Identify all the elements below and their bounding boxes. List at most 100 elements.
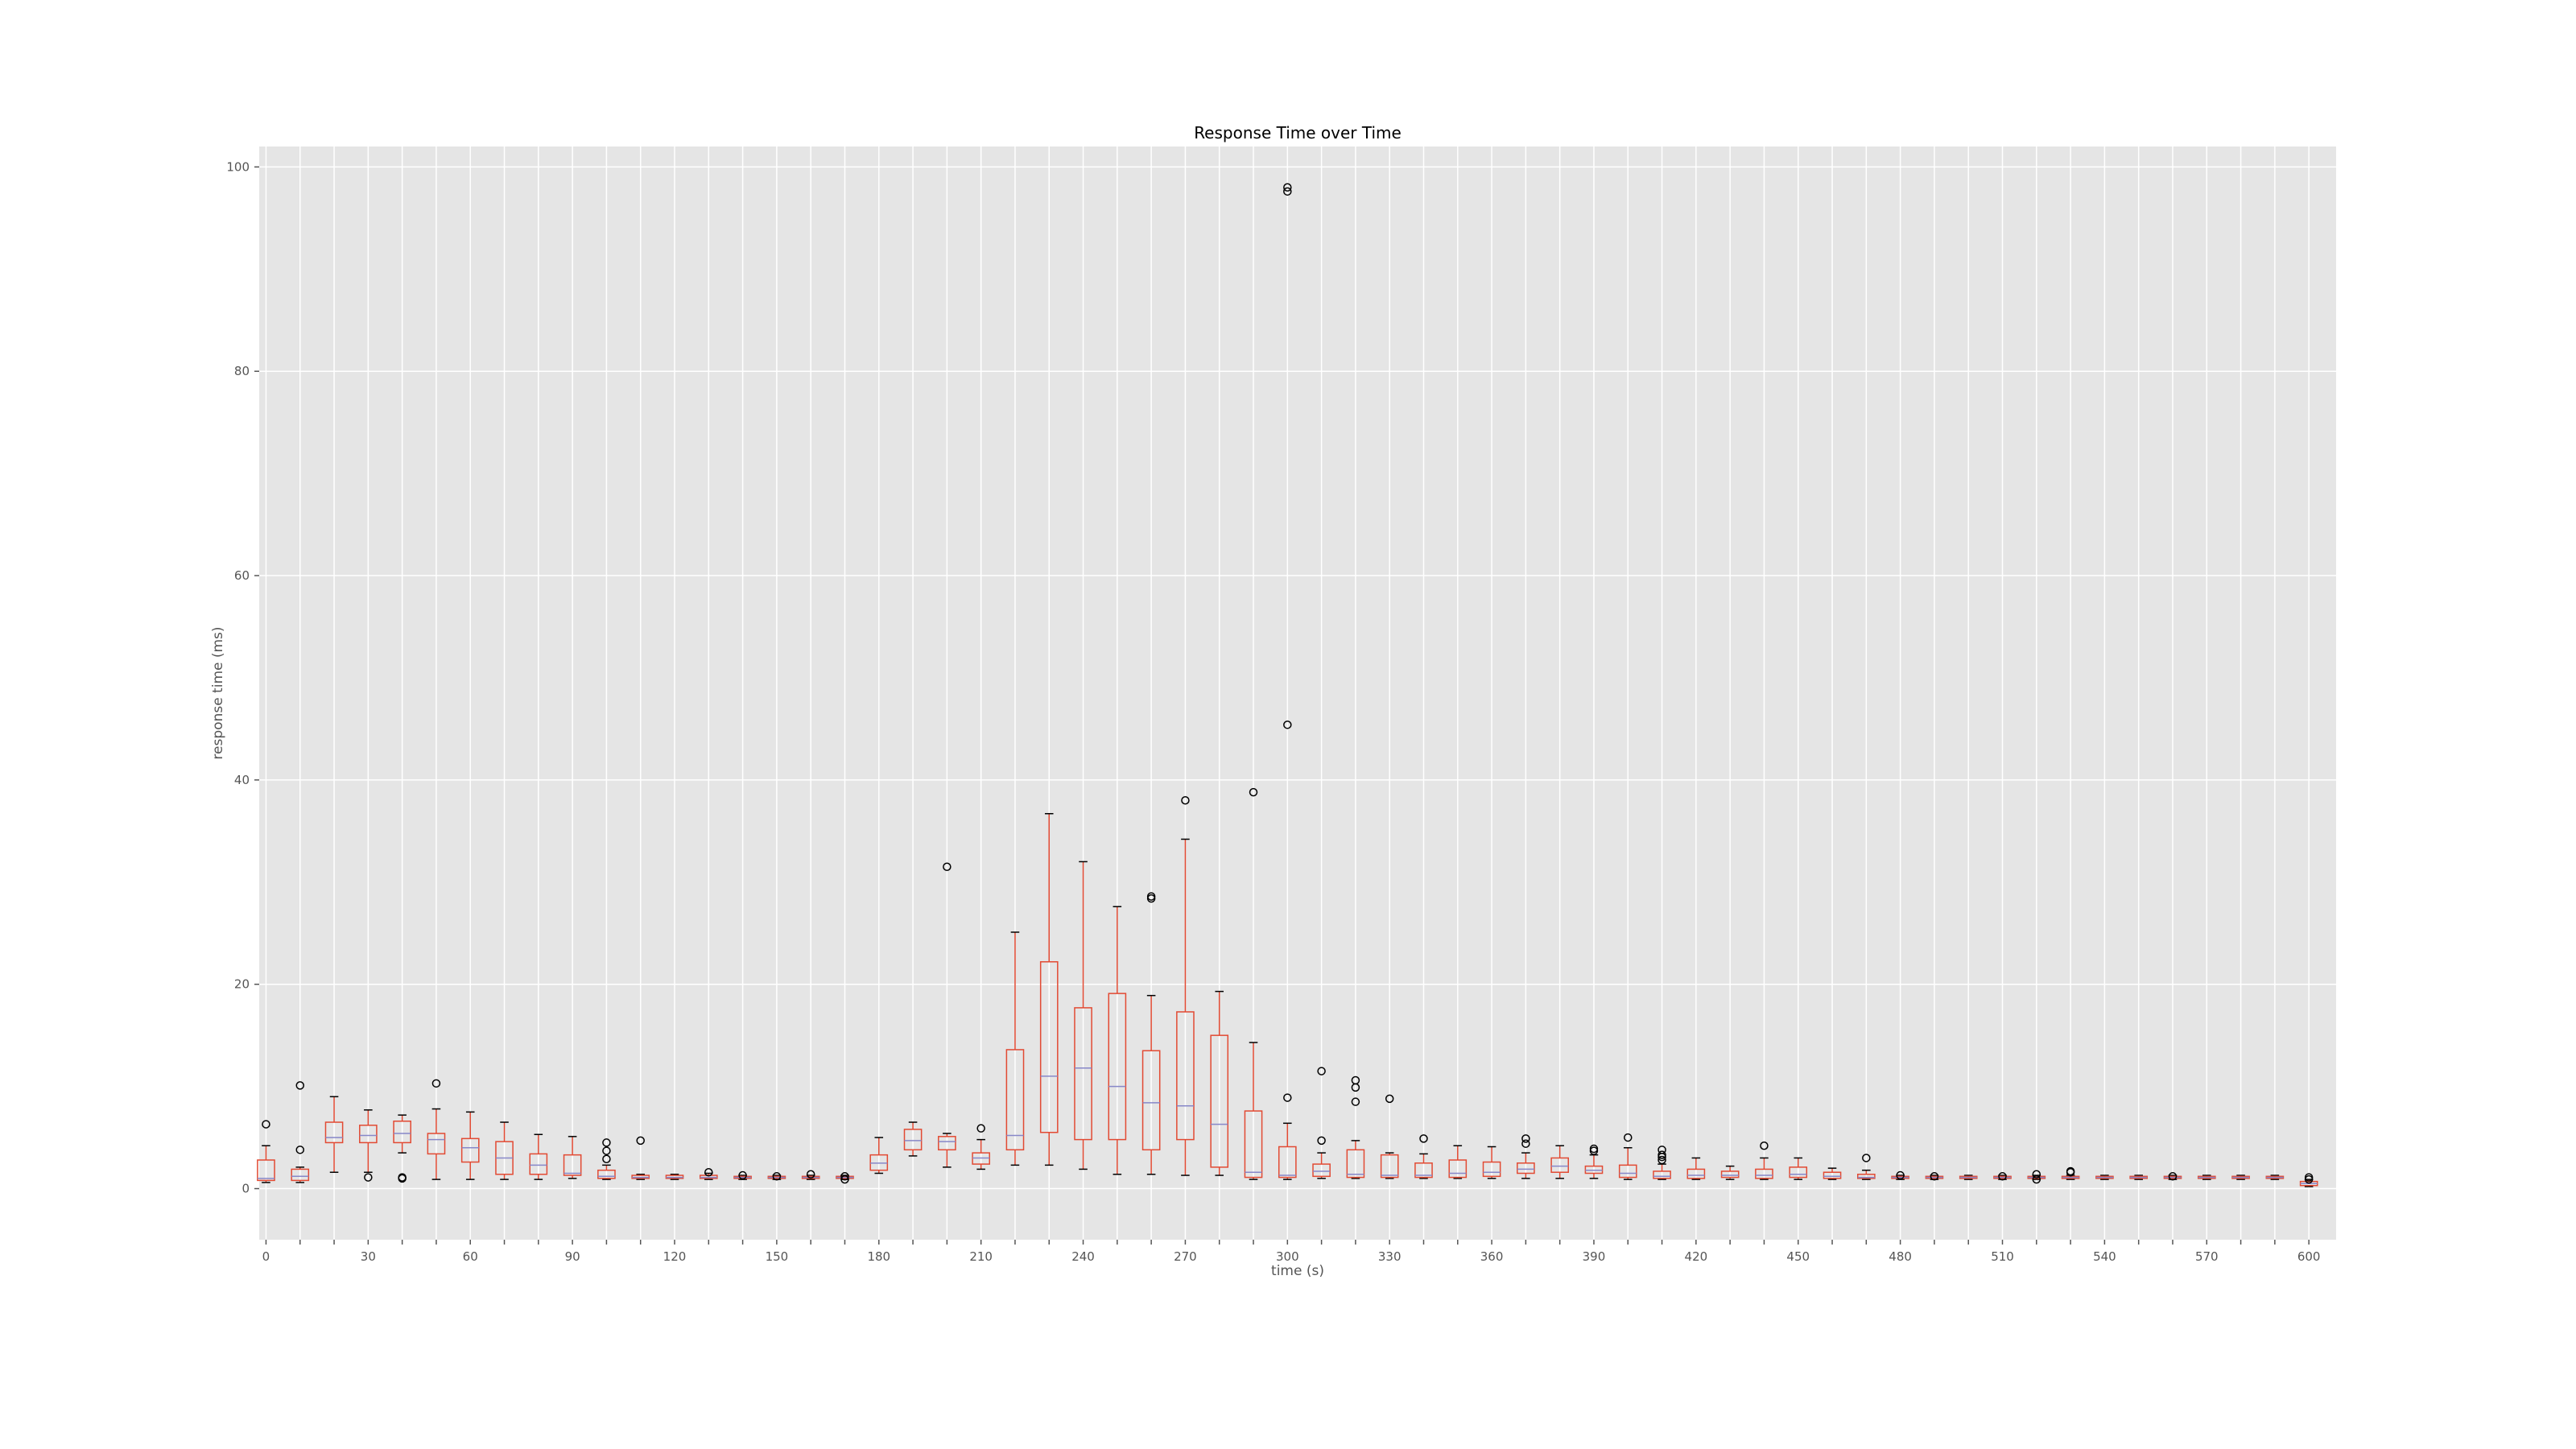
box-plot <box>903 1121 923 1157</box>
box-plot <box>597 1138 616 1180</box>
box-plot <box>2231 1174 2250 1180</box>
box-plot <box>699 1167 718 1180</box>
box-plot <box>1686 1157 1706 1180</box>
box-plot <box>2027 1170 2046 1184</box>
outlier-point <box>1283 183 1292 192</box>
outlier-point <box>1317 1067 1326 1075</box>
outlier-point <box>1657 1146 1666 1154</box>
box-plot <box>1346 1075 1365 1179</box>
x-tick-label: 570 <box>2195 1249 2219 1264</box>
box-iqr <box>1210 1034 1229 1168</box>
box-iqr <box>1108 993 1127 1141</box>
box-plot <box>1789 1157 1808 1180</box>
box-iqr <box>1380 1154 1399 1179</box>
outlier-point <box>1657 1150 1666 1159</box>
box-plot <box>257 1120 275 1183</box>
outlier-point <box>602 1146 611 1155</box>
box-plot <box>801 1170 820 1180</box>
x-tick-label: 180 <box>867 1249 890 1264</box>
outlier-point <box>840 1174 849 1184</box>
outlier-point <box>1589 1144 1599 1154</box>
box-iqr <box>359 1125 378 1144</box>
box-plot <box>1993 1172 2012 1181</box>
outlier-point <box>602 1138 611 1147</box>
x-tick-label: 360 <box>1480 1249 1504 1264</box>
outlier-point <box>1283 187 1292 196</box>
x-tick-label: 90 <box>565 1249 580 1264</box>
box-iqr <box>1550 1157 1569 1173</box>
x-tick-label: 420 <box>1685 1249 1708 1264</box>
outlier-point <box>1521 1134 1530 1143</box>
outlier-point <box>1896 1170 1905 1180</box>
box-iqr <box>1039 961 1059 1133</box>
outlier-point <box>364 1173 373 1182</box>
box-plot <box>665 1174 684 1180</box>
outlier-point <box>262 1120 270 1129</box>
box-plot <box>2095 1174 2114 1180</box>
x-tick-label: 210 <box>969 1249 993 1264</box>
x-tick-label: 150 <box>766 1249 789 1264</box>
box-iqr <box>1141 1050 1161 1151</box>
box-plot <box>1720 1165 1740 1180</box>
box-iqr <box>1482 1161 1501 1178</box>
outlier-point <box>295 1081 305 1090</box>
x-tick-label: 540 <box>2093 1249 2116 1264</box>
y-tick-label: 20 <box>234 977 250 992</box>
y-tick-label: 40 <box>234 773 250 787</box>
x-tick-label: 60 <box>463 1249 478 1264</box>
outlier-point <box>1419 1134 1428 1143</box>
box-plot <box>1517 1134 1535 1179</box>
box-plot <box>767 1172 786 1181</box>
box-plot <box>1891 1170 1909 1180</box>
box-iqr <box>1278 1146 1297 1179</box>
box-plot <box>1141 892 1161 1175</box>
outlier-point <box>1624 1133 1633 1142</box>
outlier-point <box>840 1172 849 1181</box>
x-tick-label: 480 <box>1889 1249 1912 1264</box>
outlier-point <box>1998 1172 2007 1181</box>
outlier-point <box>1351 1075 1360 1085</box>
x-tick-label: 450 <box>1786 1249 1810 1264</box>
box-iqr <box>1244 1110 1263 1179</box>
box-plot <box>1380 1094 1399 1179</box>
box-plot <box>1755 1141 1773 1180</box>
box-plot <box>1414 1134 1433 1179</box>
box-iqr <box>257 1159 275 1182</box>
axis-ticks: 0 30 60 90 120 150 180 210 240 270 300 330 360 390 420… <box>226 159 2320 1264</box>
outlier-point <box>2304 1173 2314 1182</box>
outlier-point <box>1146 892 1156 901</box>
box-iqr <box>1517 1162 1535 1174</box>
box-plot <box>1448 1145 1468 1179</box>
x-axis-label: time (s) <box>1271 1263 1324 1279</box>
outlier-point <box>398 1173 407 1182</box>
box-iqr <box>938 1136 956 1151</box>
outlier-point <box>2066 1166 2075 1176</box>
box-plot <box>427 1079 446 1180</box>
box-iqr <box>324 1121 344 1144</box>
box-plots <box>257 183 2318 1187</box>
box-iqr <box>1414 1162 1433 1179</box>
y-tick-label: 80 <box>234 364 250 378</box>
box-plot <box>291 1081 310 1183</box>
box-iqr <box>1448 1159 1468 1179</box>
box-plot <box>1584 1144 1604 1179</box>
outlier-point <box>1385 1094 1394 1104</box>
outlier-point <box>1317 1136 1326 1146</box>
box-plot <box>1857 1154 1876 1180</box>
outlier-point <box>772 1172 782 1181</box>
box-iqr <box>460 1137 480 1163</box>
x-tick-label: 390 <box>1583 1249 1606 1264</box>
outlier-point <box>2032 1174 2041 1184</box>
x-tick-label: 0 <box>262 1249 270 1264</box>
box-iqr <box>1789 1166 1808 1179</box>
box-plot <box>938 862 956 1168</box>
box-plot <box>1653 1146 1671 1180</box>
y-axis-label: response time (ms) <box>210 626 226 759</box>
x-tick-label: 300 <box>1276 1249 1299 1264</box>
outlier-point <box>976 1124 985 1133</box>
outlier-point <box>1351 1097 1360 1106</box>
box-plot <box>1823 1167 1842 1180</box>
outlier-point <box>1283 1093 1292 1102</box>
outlier-point <box>1862 1154 1871 1162</box>
box-iqr <box>291 1168 310 1182</box>
